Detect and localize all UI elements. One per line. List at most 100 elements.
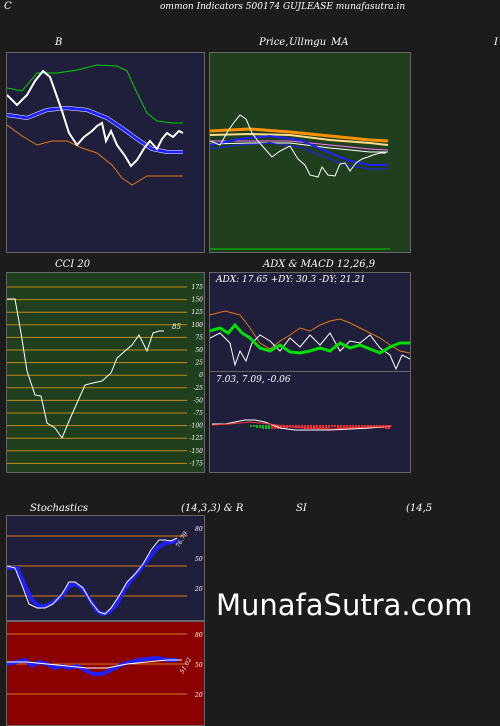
adx-chart: ADX: 17.65 +DY: 30.3 -DY: 21.21 — [209, 272, 411, 373]
cci-level-label: 25 — [194, 360, 203, 367]
macd-histogram-bar — [313, 425, 315, 429]
cci-title: CCI 20 — [55, 259, 91, 270]
cci-level-label: -100 — [190, 423, 204, 430]
macd-histogram-bar — [289, 425, 291, 427]
rsi-chart: 80 50 20 51.02 — [6, 621, 205, 726]
macd-histogram-bar — [346, 425, 348, 429]
bollinger-title: B — [55, 37, 63, 48]
stochastics-title: Stochastics — [30, 503, 88, 514]
macd-histogram-bar — [328, 425, 330, 428]
stoch-k-line — [7, 537, 178, 615]
macd-histogram-bar — [376, 425, 378, 427]
adx-green-line — [210, 322, 410, 355]
macd-histogram-bar — [343, 425, 345, 428]
price-title-b: Ullmgu — [289, 37, 327, 48]
bollinger-lower-band — [7, 124, 183, 186]
cci-level-label: -175 — [190, 460, 204, 467]
macd-histogram-bar — [265, 425, 267, 429]
macd-histogram-bar — [295, 425, 297, 428]
adx-white-line — [210, 332, 410, 371]
macd-histogram-bar — [304, 425, 306, 429]
rsi-blue-line — [7, 655, 177, 676]
macd-histogram-bar — [337, 425, 339, 428]
macd-histogram-bar — [331, 425, 333, 427]
rsi-level-20: 20 — [194, 692, 203, 699]
macd-histogram-bar — [271, 425, 273, 429]
cci-level-label: 125 — [192, 309, 204, 316]
macd-histogram-bar — [250, 425, 252, 427]
stochastics-params: (14,3,3) & R — [181, 503, 244, 514]
stoch-level-80: 80 — [195, 526, 203, 533]
bollinger-chart — [6, 52, 205, 253]
cci-level-label: -25 — [193, 385, 203, 392]
header-left-mark: C — [4, 1, 12, 12]
watermark: MunafaSutra.com — [216, 588, 473, 622]
macd-histogram-bar — [358, 425, 360, 429]
macd-histogram-bar — [310, 425, 312, 429]
macd-chart: 7.03, 7.09, -0.06 — [209, 371, 411, 473]
macd-histogram-bar — [334, 425, 336, 427]
macd-histogram-bar — [307, 425, 309, 429]
macd-histogram-bar — [388, 425, 390, 429]
adx-readout: ADX: 17.65 +DY: 30.3 -DY: 21.21 — [216, 275, 366, 285]
macd-histogram-bar — [280, 425, 282, 429]
cci-level-label: 75 — [195, 334, 203, 341]
cci-level-label: 100 — [192, 322, 204, 329]
adx-orange-line — [210, 310, 410, 354]
stoch-level-50: 50 — [195, 556, 203, 563]
cci-line — [7, 298, 164, 440]
macd-histogram-bar — [268, 425, 270, 429]
macd-histogram-bar — [274, 425, 276, 429]
bollinger-upper-band — [7, 64, 183, 124]
rsi-level-80: 80 — [195, 632, 203, 639]
macd-histogram-bar — [367, 425, 369, 428]
macd-histogram-bar — [340, 425, 342, 428]
macd-histogram-bar — [298, 425, 300, 428]
rsi-level-50: 50 — [195, 662, 203, 669]
macd-histogram-bar — [259, 425, 261, 428]
macd-histogram-bar — [373, 425, 375, 427]
macd-histogram-bar — [292, 425, 294, 427]
macd-histogram-bar — [325, 425, 327, 428]
stochastics-chart: 80 50 20 76.79 — [6, 515, 205, 621]
cci-level-label: -150 — [190, 448, 204, 455]
price-title-c: MA — [331, 37, 349, 48]
macd-histogram-bar — [319, 425, 321, 429]
rsi-value-label: 51.02 — [179, 656, 194, 675]
cci-level-label: 50 — [195, 347, 203, 354]
cci-level-label: -125 — [190, 435, 204, 442]
price-edge-mark: I — [494, 37, 498, 48]
rsi-white-line — [7, 659, 182, 669]
adx-title: ADX & MACD 12,26,9 — [263, 259, 376, 270]
rsi-params: (14,5 — [406, 503, 433, 514]
macd-histogram-bar — [316, 425, 318, 429]
bollinger-price-line — [7, 69, 184, 168]
macd-readout: 7.03, 7.09, -0.06 — [216, 375, 291, 385]
stoch-level-20: 20 — [194, 586, 203, 593]
macd-histogram-bar — [256, 425, 258, 428]
macd-line — [212, 419, 393, 431]
macd-histogram-bar — [322, 425, 324, 428]
cci-level-label: 175 — [192, 284, 204, 291]
macd-histogram-bar — [349, 425, 351, 429]
macd-histogram-bar — [253, 425, 255, 427]
cci-value-label: 85 — [172, 323, 181, 331]
macd-histogram-bar — [352, 425, 354, 429]
cci-level-label: -50 — [193, 397, 203, 404]
cci-level-label: 150 — [192, 297, 204, 304]
cci-level-label: -75 — [193, 410, 203, 417]
macd-histogram-bar — [355, 425, 357, 429]
page-title: ommon Indicators 500174 GUJLEASE munafas… — [160, 2, 406, 12]
macd-histogram-bar — [301, 425, 303, 428]
macd-histogram-bar — [262, 425, 264, 429]
rsi-title: SI — [296, 503, 307, 514]
cci-chart: 175 150 125 100 75 50 25 0 -25 -50 -75 -100 -125 -150… — [6, 272, 205, 473]
price-title-a: Price, — [259, 37, 289, 48]
price-ma-chart — [209, 52, 411, 253]
macd-signal-line — [211, 421, 393, 430]
macd-histogram-bar — [364, 425, 366, 428]
price-line — [210, 114, 386, 178]
price-ma-blue-line — [210, 134, 388, 166]
cci-level-label: 0 — [199, 372, 203, 379]
stoch-value-label: 76.79 — [175, 530, 190, 549]
